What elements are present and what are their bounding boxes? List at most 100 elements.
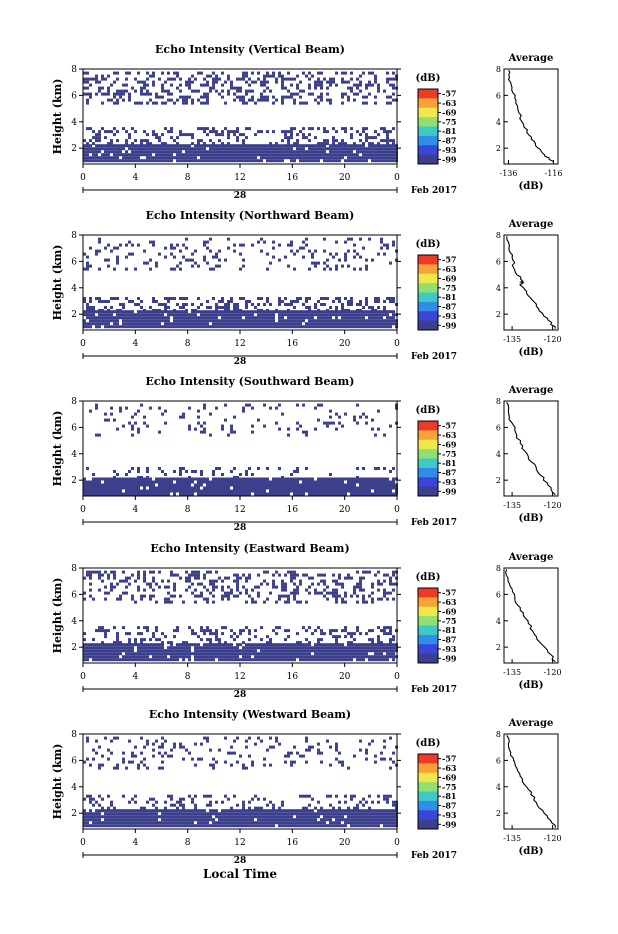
heatmap-cell <box>266 646 269 649</box>
heatmap-cell <box>392 241 395 244</box>
heatmap-cell <box>140 652 143 655</box>
heatmap-cell <box>122 655 125 658</box>
heatmap-cell <box>239 809 242 812</box>
heatmap-cell <box>293 325 296 328</box>
heatmap-cell <box>224 818 227 821</box>
heatmap-cell <box>221 589 224 592</box>
heatmap-cell <box>152 815 155 818</box>
heatmap-cell <box>383 159 386 162</box>
heatmap-cell <box>305 316 308 319</box>
heatmap-cell <box>341 93 344 96</box>
y-tick-label: 6 <box>71 423 77 433</box>
heatmap-cell <box>131 310 134 313</box>
heatmap-cell <box>302 127 305 130</box>
heatmap-cell <box>326 655 329 658</box>
heatmap-cell <box>311 127 314 130</box>
heatmap-cell <box>176 325 179 328</box>
heatmap-cell <box>371 72 374 75</box>
heatmap-cell <box>149 407 152 410</box>
heatmap-cell <box>359 586 362 589</box>
heatmap-cell <box>122 821 125 824</box>
heatmap-cell <box>188 322 191 325</box>
heatmap-cell <box>143 655 146 658</box>
heatmap-cell <box>224 646 227 649</box>
heatmap-cell <box>185 147 188 150</box>
heatmap-cell <box>116 78 119 81</box>
heatmap-cell <box>119 490 122 493</box>
heatmap-cell <box>317 147 320 150</box>
heatmap-cell <box>245 310 248 313</box>
heatmap-cell <box>392 72 395 75</box>
heatmap-cell <box>284 313 287 316</box>
heatmap-cell <box>344 159 347 162</box>
heatmap-cell <box>86 481 89 484</box>
heatmap-cell <box>287 652 290 655</box>
heatmap-cell <box>239 156 242 159</box>
heatmap-cell <box>302 102 305 105</box>
heatmap-cell <box>152 649 155 652</box>
heatmap-cell <box>296 824 299 827</box>
heatmap-cell <box>260 812 263 815</box>
heatmap-cell <box>137 809 140 812</box>
heatmap-cell <box>218 646 221 649</box>
heatmap-cell <box>323 655 326 658</box>
heatmap-cell <box>137 322 140 325</box>
heatmap-cell <box>206 156 209 159</box>
heatmap-cell <box>266 147 269 150</box>
heatmap-cell <box>311 818 314 821</box>
colorbar-segment <box>418 274 438 284</box>
heatmap-cell <box>347 144 350 147</box>
heatmap-cell <box>356 404 359 407</box>
heatmap-cell <box>368 310 371 313</box>
heatmap-cell <box>86 150 89 153</box>
heatmap-cell <box>248 313 251 316</box>
heatmap-cell <box>215 484 218 487</box>
heatmap-cell <box>380 809 383 812</box>
heatmap-cell <box>113 147 116 150</box>
heatmap-cell <box>266 821 269 824</box>
heatmap-cell <box>281 580 284 583</box>
heatmap-cell <box>308 592 311 595</box>
heatmap-cell <box>188 649 191 652</box>
heatmap-cell <box>392 87 395 90</box>
heatmap-cell <box>386 478 389 481</box>
heatmap-cell <box>311 253 314 256</box>
heatmap-cell <box>341 78 344 81</box>
heatmap-cell <box>218 577 221 580</box>
heatmap-cell <box>230 592 233 595</box>
heatmap-cell <box>242 586 245 589</box>
heatmap-cell <box>233 649 236 652</box>
heatmap-cell <box>95 571 98 574</box>
heatmap-cell <box>341 309 344 312</box>
heatmap-cell <box>215 815 218 818</box>
heatmap-cell <box>371 649 374 652</box>
heatmap-cell <box>269 592 272 595</box>
heatmap-cell <box>299 319 302 322</box>
heatmap-cell <box>287 595 290 598</box>
heatmap-cell <box>341 601 344 604</box>
heatmap-cell <box>305 434 308 437</box>
heatmap-cell <box>302 812 305 815</box>
heatmap-cell <box>233 580 236 583</box>
heatmap-cell <box>197 139 200 142</box>
heatmap-cell <box>251 487 254 490</box>
heatmap-cell <box>365 136 368 139</box>
heatmap-cell <box>98 87 101 90</box>
heatmap-cell <box>245 300 248 303</box>
heatmap-cell <box>224 649 227 652</box>
heatmap-cell <box>188 655 191 658</box>
heatmap-cell <box>155 265 158 268</box>
heatmap-cell <box>176 99 179 102</box>
heatmap-cell <box>272 646 275 649</box>
heatmap-cell <box>293 821 296 824</box>
heatmap-cell <box>254 81 257 84</box>
inset-y-tick-label: 6 <box>496 423 501 432</box>
heatmap-cell <box>164 649 167 652</box>
heatmap-cell <box>377 90 380 93</box>
heatmap-cell <box>332 136 335 139</box>
heatmap-cell <box>320 142 323 145</box>
heatmap-cell <box>161 632 164 635</box>
heatmap-cell <box>200 147 203 150</box>
heatmap-cell <box>245 303 248 306</box>
